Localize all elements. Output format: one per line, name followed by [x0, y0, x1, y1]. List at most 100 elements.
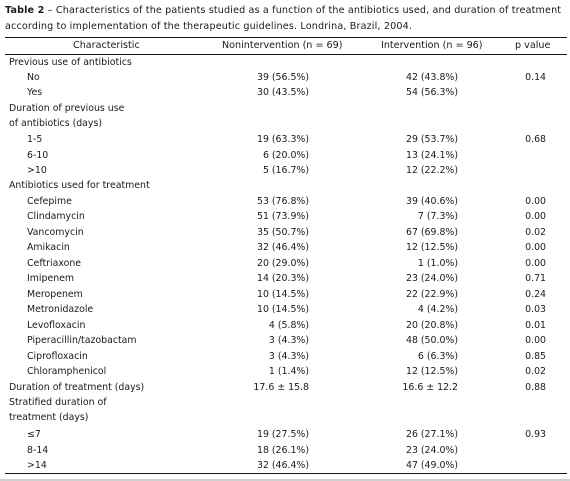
row-characteristic: 6-10	[27, 150, 49, 161]
row-intervention-value: 12 (22.2%)	[405, 165, 458, 176]
row-intervention-value: 42 (43.8%)	[405, 72, 458, 83]
header-intervention: Intervention (n = 96)	[381, 40, 483, 51]
row-characteristic: Metronidazole	[27, 304, 94, 315]
table-row: Duration of treatment (days) 17.6 ± 15.8 1…	[0, 380, 570, 395]
row-p-value: 0.00	[525, 258, 546, 269]
row-nonintervention-value: 30 (43.5%)	[256, 87, 309, 98]
row-characteristic: Clindamycin	[27, 211, 85, 222]
row-nonintervention-value: 3 (4.3%)	[268, 351, 309, 362]
row-characteristic: Ciprofloxacin	[27, 351, 88, 362]
row-nonintervention-value: 35 (50.7%)	[256, 227, 309, 238]
row-nonintervention-value: 32 (46.4%)	[256, 242, 309, 253]
table-row: ≤7 19 (27.5%) 26 (27.1%) 0.93	[0, 427, 570, 442]
row-p-value: 0.68	[525, 134, 546, 145]
table-row: Clindamycin 51 (73.9%) 7 (7.3%) 0.00	[0, 209, 570, 224]
row-p-value: 0.02	[525, 227, 546, 238]
row-p-value: 0.01	[525, 320, 546, 331]
table-row: treatment (days)	[0, 410, 570, 425]
table-row: Duration of previous use	[0, 101, 570, 116]
row-nonintervention-value: 51 (73.9%)	[256, 211, 309, 222]
row-characteristic: Vancomycin	[27, 227, 84, 238]
row-intervention-value: 7 (7.3%)	[417, 211, 458, 222]
table-row: Previous use of antibiotics	[0, 55, 570, 70]
table-row: Amikacin 32 (46.4%) 12 (12.5%) 0.00	[0, 240, 570, 255]
row-intervention-value: 12 (12.5%)	[405, 242, 458, 253]
row-p-value: 0.00	[525, 335, 546, 346]
table-row: 8-14 18 (26.1%) 23 (24.0%)	[0, 443, 570, 458]
row-characteristic: of antibiotics (days)	[9, 118, 103, 129]
row-p-value: 0.02	[525, 366, 546, 377]
header-nonintervention: Nonintervention (n = 69)	[222, 40, 343, 51]
table-row: No 39 (56.5%) 42 (43.8%) 0.14	[0, 70, 570, 85]
row-p-value: 0.00	[525, 211, 546, 222]
caption-label: Table 2	[5, 5, 45, 16]
row-characteristic: Antibiotics used for treatment	[9, 180, 150, 191]
row-characteristic: 8-14	[27, 445, 49, 456]
table-row: Piperacillin/tazobactam 3 (4.3%) 48 (50.0%…	[0, 333, 570, 348]
table-row: Yes 30 (43.5%) 54 (56.3%)	[0, 85, 570, 100]
header-characteristic: Characteristic	[73, 40, 140, 51]
row-p-value: 0.00	[525, 242, 546, 253]
row-nonintervention-value: 53 (76.8%)	[256, 196, 309, 207]
row-nonintervention-value: 10 (14.5%)	[256, 289, 309, 300]
row-characteristic: Levofloxacin	[27, 320, 86, 331]
row-p-value: 0.14	[525, 72, 546, 83]
header-bottom-rule	[5, 54, 567, 55]
table-row: Cefepime 53 (76.8%) 39 (40.6%) 0.00	[0, 194, 570, 209]
row-intervention-value: 29 (53.7%)	[405, 134, 458, 145]
row-nonintervention-value: 39 (56.5%)	[256, 72, 309, 83]
page-edge	[0, 479, 570, 481]
row-nonintervention-value: 17.6 ± 15.8	[253, 382, 309, 393]
table-row: Imipenem 14 (20.3%) 23 (24.0%) 0.71	[0, 271, 570, 286]
row-intervention-value: 6 (6.3%)	[417, 351, 458, 362]
row-nonintervention-value: 20 (29.0%)	[256, 258, 309, 269]
row-intervention-value: 26 (27.1%)	[405, 429, 458, 440]
row-characteristic: Chloramphenicol	[27, 366, 107, 377]
row-characteristic: Amikacin	[27, 242, 70, 253]
row-nonintervention-value: 6 (20.0%)	[262, 150, 309, 161]
row-intervention-value: 22 (22.9%)	[405, 289, 458, 300]
row-nonintervention-value: 14 (20.3%)	[256, 273, 309, 284]
row-p-value: 0.00	[525, 196, 546, 207]
row-characteristic: Cefepime	[27, 196, 72, 207]
row-characteristic: Piperacillin/tazobactam	[27, 335, 137, 346]
row-intervention-value: 4 (4.2%)	[417, 304, 458, 315]
row-characteristic: Yes	[27, 87, 43, 98]
table-row: >14 32 (46.4%) 47 (49.0%)	[0, 458, 570, 473]
row-characteristic: Duration of treatment (days)	[9, 382, 145, 393]
row-intervention-value: 39 (40.6%)	[405, 196, 458, 207]
row-intervention-value: 16.6 ± 12.2	[402, 382, 458, 393]
row-p-value: 0.88	[525, 382, 546, 393]
row-characteristic: 1-5	[27, 134, 43, 145]
table-caption: Table 2 – Characteristics of the patient…	[5, 3, 567, 35]
table-bottom-rule	[5, 473, 567, 474]
row-intervention-value: 48 (50.0%)	[405, 335, 458, 346]
row-characteristic: ≤7	[27, 429, 41, 440]
header-top-rule	[5, 37, 567, 38]
table-row: Ceftriaxone 20 (29.0%) 1 (1.0%) 0.00	[0, 256, 570, 271]
row-nonintervention-value: 18 (26.1%)	[256, 445, 309, 456]
header-pvalue: p value	[515, 40, 551, 51]
row-intervention-value: 23 (24.0%)	[405, 273, 458, 284]
table-row: 1-5 19 (63.3%) 29 (53.7%) 0.68	[0, 132, 570, 147]
table-row: Ciprofloxacin 3 (4.3%) 6 (6.3%) 0.85	[0, 349, 570, 364]
row-characteristic: >14	[27, 460, 47, 471]
row-characteristic: Imipenem	[27, 273, 75, 284]
row-p-value: 0.85	[525, 351, 546, 362]
row-p-value: 0.71	[525, 273, 546, 284]
row-characteristic: No	[27, 72, 40, 83]
table-row: Stratified duration of	[0, 395, 570, 410]
row-nonintervention-value: 3 (4.3%)	[268, 335, 309, 346]
table-row: of antibiotics (days)	[0, 116, 570, 131]
table-row: Chloramphenicol 1 (1.4%) 12 (12.5%) 0.02	[0, 364, 570, 379]
row-characteristic: treatment (days)	[9, 412, 89, 423]
row-characteristic: Duration of previous use	[9, 103, 125, 114]
table-row: >10 5 (16.7%) 12 (22.2%)	[0, 163, 570, 178]
row-p-value: 0.03	[525, 304, 546, 315]
table-row: Meropenem 10 (14.5%) 22 (22.9%) 0.24	[0, 287, 570, 302]
table-row: 6-10 6 (20.0%) 13 (24.1%)	[0, 148, 570, 163]
row-nonintervention-value: 4 (5.8%)	[268, 320, 309, 331]
row-nonintervention-value: 1 (1.4%)	[268, 366, 309, 377]
row-p-value: 0.24	[525, 289, 546, 300]
row-intervention-value: 67 (69.8%)	[405, 227, 458, 238]
